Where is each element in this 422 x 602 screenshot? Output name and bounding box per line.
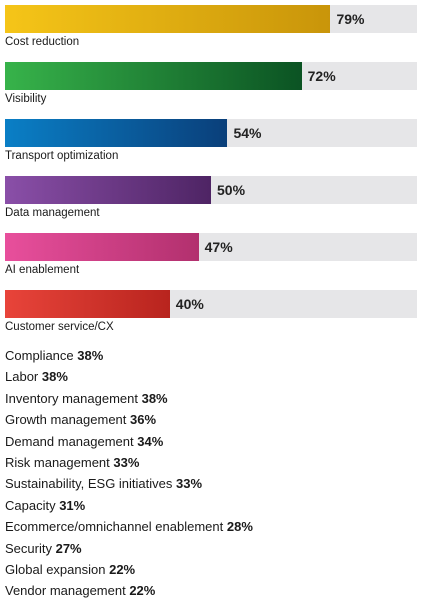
bar-row: 50% Data management <box>5 176 417 233</box>
bar-chart: 79% Cost reduction 72% Visibility 54% Transpo… <box>5 5 417 347</box>
list-item: Risk management 33% <box>5 452 253 473</box>
list-item: Sustainability, ESG initiatives 33% <box>5 473 253 494</box>
bar-category-label: Cost reduction <box>5 36 80 48</box>
list-item: Compliance 38% <box>5 345 253 366</box>
list-item-label: Risk management <box>5 454 110 470</box>
list-item: Ecommerce/omnichannel enablement 28% <box>5 516 253 537</box>
list-item-value: 33% <box>176 476 203 492</box>
bar-row: 79% Cost reduction <box>5 5 417 62</box>
bar-value-label: 50% <box>217 182 246 198</box>
bar-track: 50% <box>5 176 417 204</box>
list-item-label: Ecommerce/omnichannel enablement <box>5 519 224 535</box>
bar-value-label: 79% <box>336 11 365 27</box>
bar <box>5 5 331 33</box>
bar-row: 54% Transport optimization <box>5 119 417 176</box>
list-item-label: Compliance <box>5 348 74 363</box>
bar-category-label: Transport optimization <box>5 150 119 162</box>
bar-category-label: Visibility <box>5 93 47 105</box>
bar-value-label: 54% <box>233 125 262 141</box>
bar-track: 47% <box>5 233 417 261</box>
list-item-label: Demand management <box>5 433 134 449</box>
list-item-value: 34% <box>137 433 164 449</box>
list-item: Vendor management 22% <box>5 580 253 601</box>
list-item-label: Security <box>5 540 52 556</box>
other-priorities-list: Compliance 38% Labor 38% Inventory managem… <box>5 345 253 602</box>
bar-row: 47% AI enablement <box>5 233 417 290</box>
list-item-value: 22% <box>129 583 156 599</box>
list-item-value: 38% <box>141 390 168 406</box>
bar-track: 40% <box>5 290 417 318</box>
bar-category-label: Data management <box>5 207 100 219</box>
list-item-value: 38% <box>77 348 104 363</box>
bar <box>5 176 211 204</box>
list-item: Growth management 36% <box>5 409 253 430</box>
list-item: Labor 38% <box>5 366 253 387</box>
bar <box>5 233 199 261</box>
bar-row: 72% Visibility <box>5 62 417 119</box>
list-item: Global expansion 22% <box>5 559 253 580</box>
bar-value-label: 47% <box>204 239 233 255</box>
list-item: Demand management 34% <box>5 431 253 452</box>
bar-category-label: AI enablement <box>5 264 80 276</box>
bar-value-label: 72% <box>307 68 336 84</box>
list-item-label: Capacity <box>5 497 56 513</box>
list-item-label: Growth management <box>5 412 127 428</box>
list-item-label: Global expansion <box>5 561 106 577</box>
list-item: Inventory management 38% <box>5 388 253 409</box>
bar-value-label: 40% <box>175 296 204 312</box>
list-item-value: 31% <box>59 497 86 513</box>
bar <box>5 62 302 90</box>
list-item-value: 28% <box>226 519 253 535</box>
bar-category-label: Customer service/CX <box>5 321 114 333</box>
bar <box>5 119 228 147</box>
list-item-label: Vendor management <box>5 583 126 599</box>
list-item-value: 36% <box>130 412 157 428</box>
list-item-label: Labor <box>5 369 39 385</box>
list-item-value: 33% <box>113 454 140 470</box>
list-item-value: 22% <box>109 561 136 577</box>
bar-track: 72% <box>5 62 417 90</box>
list-item: Security 27% <box>5 538 253 559</box>
bar-track: 54% <box>5 119 417 147</box>
list-item-value: 27% <box>55 540 82 556</box>
list-item: Capacity 31% <box>5 495 253 516</box>
list-item-value: 38% <box>41 369 68 385</box>
list-item-label: Inventory management <box>5 390 138 406</box>
bar <box>5 290 170 318</box>
bar-track: 79% <box>5 5 417 33</box>
list-item-label: Sustainability, ESG initiatives <box>5 476 173 492</box>
bar-row: 40% Customer service/CX <box>5 290 417 347</box>
